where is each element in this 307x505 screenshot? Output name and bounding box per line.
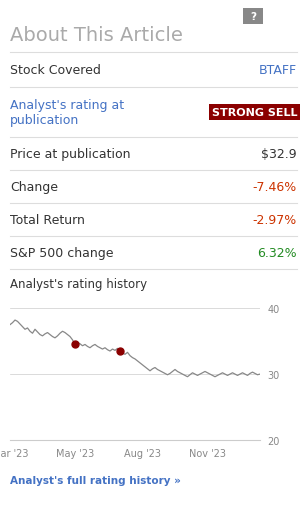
Text: BTAFF: BTAFF xyxy=(259,64,297,77)
Text: ?: ? xyxy=(250,12,256,22)
Text: Total Return: Total Return xyxy=(10,214,85,227)
Text: Change: Change xyxy=(10,181,58,193)
Text: -7.46%: -7.46% xyxy=(253,181,297,193)
Text: $32.9: $32.9 xyxy=(261,147,297,161)
Text: STRONG SELL: STRONG SELL xyxy=(212,108,297,118)
Text: Stock Covered: Stock Covered xyxy=(10,64,101,77)
Text: Price at publication: Price at publication xyxy=(10,147,130,161)
Text: 6.32%: 6.32% xyxy=(257,246,297,260)
Text: Analyst's rating history: Analyst's rating history xyxy=(10,277,147,290)
Text: S&P 500 change: S&P 500 change xyxy=(10,246,114,260)
Bar xyxy=(243,9,263,25)
Text: Analyst's full rating history »: Analyst's full rating history » xyxy=(10,475,181,485)
Text: -2.97%: -2.97% xyxy=(253,214,297,227)
Text: Analyst's rating at
publication: Analyst's rating at publication xyxy=(10,99,124,127)
Text: About This Article: About This Article xyxy=(10,26,183,45)
